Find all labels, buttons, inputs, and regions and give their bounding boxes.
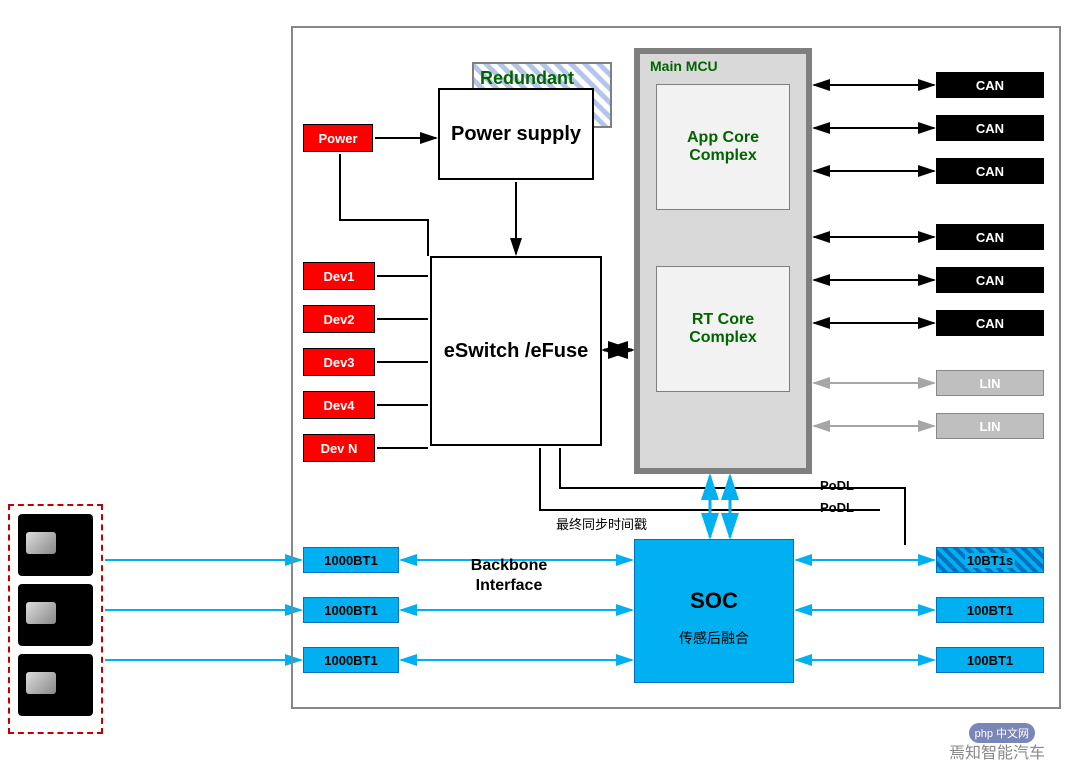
rt-core-box: RT Core Complex [656, 266, 790, 392]
dev4-label: Dev4 [323, 398, 354, 413]
can-4: CAN [936, 224, 1044, 250]
eth-left-3: 1000BT1 [303, 647, 399, 673]
sync-label: 最终同步时间戳 [556, 514, 647, 533]
can-6: CAN [936, 310, 1044, 336]
eth-r2-label: 100BT1 [967, 603, 1013, 618]
lin-2: LIN [936, 413, 1044, 439]
can-1: CAN [936, 72, 1044, 98]
mcu-title: Main MCU [650, 58, 718, 74]
dev-1: Dev1 [303, 262, 375, 290]
can-3: CAN [936, 158, 1044, 184]
can4-label: CAN [976, 230, 1004, 245]
can5-label: CAN [976, 273, 1004, 288]
dev-4: Dev4 [303, 391, 375, 419]
can-5: CAN [936, 267, 1044, 293]
redundant-label: Redundant [480, 68, 574, 89]
power-supply-label: Power supply [451, 123, 581, 146]
eth-right-3: 100BT1 [936, 647, 1044, 673]
eth-r1-label: 10BT1s [965, 553, 1015, 568]
podl-label-1: PoDL [820, 478, 854, 493]
sensor-3 [18, 654, 93, 716]
power-input: Power [303, 124, 373, 152]
dev2-label: Dev2 [323, 312, 354, 327]
can1-label: CAN [976, 78, 1004, 93]
sensor-2 [18, 584, 93, 646]
lin1-label: LIN [980, 376, 1001, 391]
lin2-label: LIN [980, 419, 1001, 434]
eth-left-1: 1000BT1 [303, 547, 399, 573]
podl-label-2: PoDL [820, 500, 854, 515]
eth-l2-label: 1000BT1 [324, 603, 377, 618]
can3-label: CAN [976, 164, 1004, 179]
can-2: CAN [936, 115, 1044, 141]
eth-r3-label: 100BT1 [967, 653, 1013, 668]
can6-label: CAN [976, 316, 1004, 331]
php-badge: php 中文网 [969, 723, 1035, 743]
app-core-label: App Core Complex [657, 129, 789, 165]
dev-3: Dev3 [303, 348, 375, 376]
eth-l3-label: 1000BT1 [324, 653, 377, 668]
dev-n: Dev N [303, 434, 375, 462]
power-supply-box: Power supply [438, 88, 594, 180]
devn-label: Dev N [321, 441, 358, 456]
rt-core-label: RT Core Complex [657, 311, 789, 347]
power-label: Power [318, 131, 357, 146]
app-core-box: App Core Complex [656, 84, 790, 210]
eth-right-2: 100BT1 [936, 597, 1044, 623]
can2-label: CAN [976, 121, 1004, 136]
dev-2: Dev2 [303, 305, 375, 333]
soc-title: SOC [635, 588, 793, 614]
soc-subtitle: 传感后融合 [635, 628, 793, 648]
eswitch-label: eSwitch /eFuse [444, 340, 589, 363]
dev3-label: Dev3 [323, 355, 354, 370]
eth-left-2: 1000BT1 [303, 597, 399, 623]
dev1-label: Dev1 [323, 269, 354, 284]
eswitch-box: eSwitch /eFuse [430, 256, 602, 446]
eth-l1-label: 1000BT1 [324, 553, 377, 568]
lin-1: LIN [936, 370, 1044, 396]
soc-box: SOC 传感后融合 [634, 539, 794, 683]
backbone-label: Backbone Interface [444, 556, 574, 596]
sensor-1 [18, 514, 93, 576]
eth-right-1: 10BT1s [936, 547, 1044, 573]
